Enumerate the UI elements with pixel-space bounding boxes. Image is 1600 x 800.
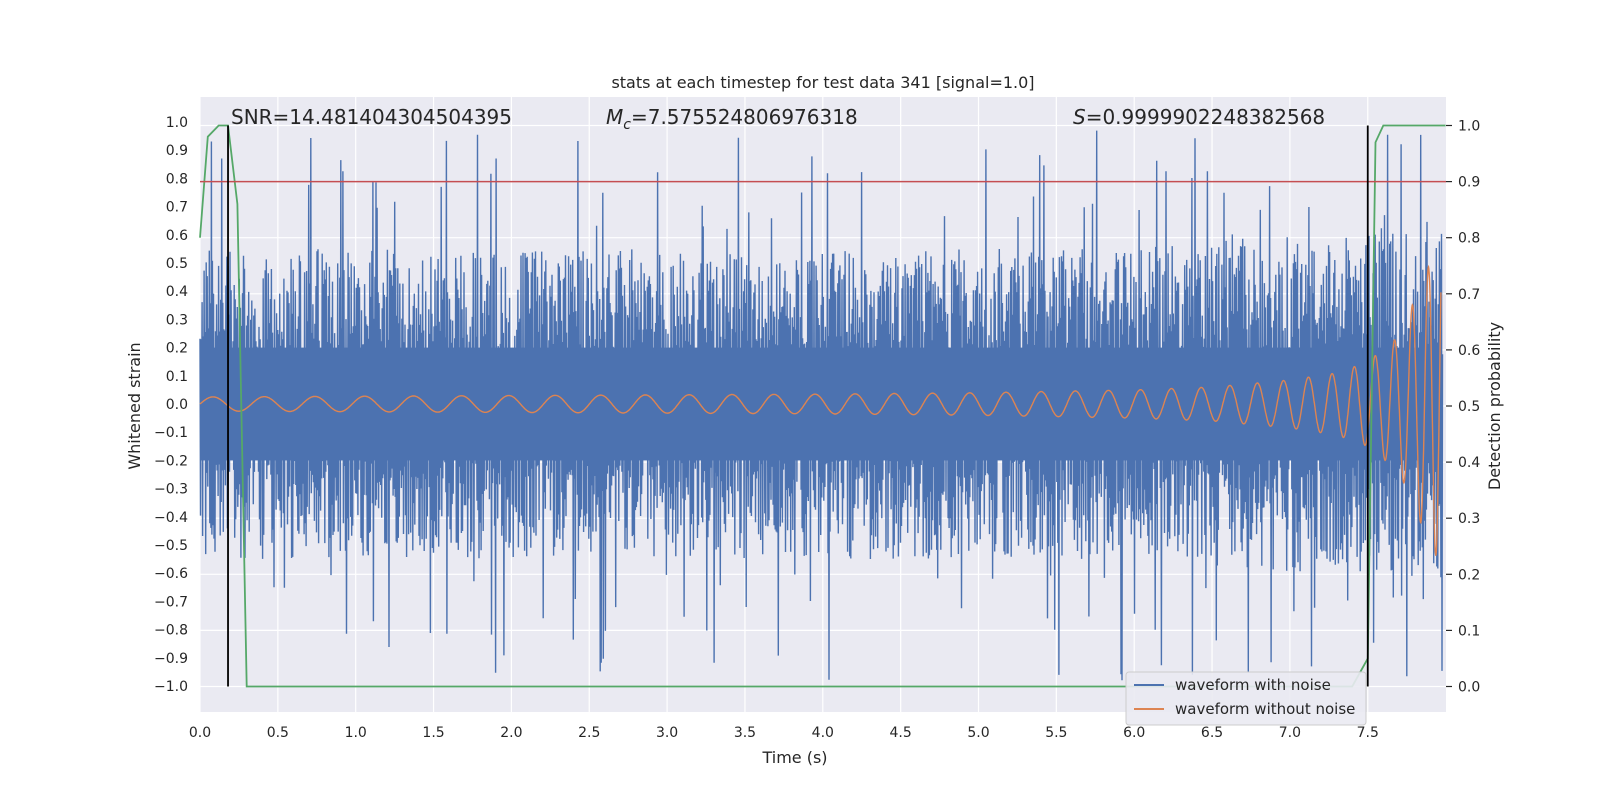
y2-tick-label: 0.6 <box>1458 343 1480 359</box>
x-tick-label: 1.0 <box>345 725 367 741</box>
x-tick-label: 0.5 <box>267 725 289 741</box>
y-tick-label: 1.0 <box>166 115 188 131</box>
x-tick-label: 5.0 <box>967 725 989 741</box>
x-tick-label: 4.5 <box>890 725 912 741</box>
y2-tick-label: 0.2 <box>1458 567 1480 583</box>
series-waveform-without-noise <box>199 264 1442 557</box>
y-tick-label: 0.0 <box>166 397 188 413</box>
y-tick-label: 0.3 <box>166 312 188 328</box>
x-tick-label: 2.0 <box>500 725 522 741</box>
snr-annotation: SNR=14.481404304504395 <box>231 105 512 129</box>
y-tick-label: −0.8 <box>154 623 188 639</box>
y-tick-label: 0.9 <box>166 143 188 159</box>
y2-tick-label: 0.0 <box>1458 680 1480 696</box>
y-tick-label: 0.1 <box>166 369 188 385</box>
reference-lines <box>200 125 1446 687</box>
x-tick-label: 5.5 <box>1045 725 1067 741</box>
y-tick-label: −1.0 <box>154 679 188 695</box>
legend: waveform with noise waveform without noi… <box>1125 671 1367 726</box>
y-tick-label: −0.4 <box>154 510 188 526</box>
y2-tick-label: 0.9 <box>1458 175 1480 191</box>
x-tick-label: 0.0 <box>189 725 211 741</box>
x-tick-label: 6.0 <box>1123 725 1145 741</box>
y2-tick-label: 0.1 <box>1458 623 1480 639</box>
x-tick-label: 4.0 <box>812 725 834 741</box>
line-waveform-without-noise <box>199 264 1442 557</box>
x-tick-label: 2.5 <box>578 725 600 741</box>
y2-tick-label: 1.0 <box>1458 119 1480 135</box>
series-waveform-with-noise <box>199 130 1444 681</box>
x-tick-label: 7.5 <box>1357 725 1379 741</box>
y-tick-label: −0.3 <box>154 482 188 498</box>
y-tick-label: 0.4 <box>166 284 188 300</box>
legend-label-with-noise: waveform with noise <box>1175 676 1331 694</box>
y2-tick-label: 0.8 <box>1458 231 1480 247</box>
y-tick-label: 0.5 <box>166 256 188 272</box>
y2-tick-label: 0.5 <box>1458 399 1480 415</box>
x-tick-label: 6.5 <box>1201 725 1223 741</box>
x-tick-label: 1.5 <box>422 725 444 741</box>
y-tick-label: −0.9 <box>154 651 188 667</box>
y-tick-label: −0.7 <box>154 594 188 610</box>
legend-box <box>1125 671 1367 726</box>
y-axis-title: Whitened strain <box>125 342 144 469</box>
y-tick-label: −0.1 <box>154 425 188 441</box>
x-axis-title: Time (s) <box>761 748 827 767</box>
y2-axis-title: Detection probability <box>1485 322 1504 490</box>
y2-tick-label: 0.3 <box>1458 511 1480 527</box>
y-axis-left: 1.0 0.9 0.8 0.7 0.6 0.5 0.4 0.3 0.2 0.1 0.0 −0.1 −0.… <box>154 115 188 695</box>
score-annotation: S=0.9999902248382568 <box>1073 105 1325 129</box>
line-detection-probability <box>199 124 1446 688</box>
y-axis-right: 1.0 0.9 0.8 0.7 0.6 0.5 0.4 0.3 0.2 0.1 0.0 <box>1446 119 1480 696</box>
x-axis: 0.0 0.5 1.0 1.5 2.0 2.5 3.0 3.5 4.0 4.5 5.0 5.5 6.0 6… <box>189 725 1379 741</box>
x-tick-label: 3.5 <box>734 725 756 741</box>
y-tick-label: 0.6 <box>166 228 188 244</box>
y2-tick-label: 0.4 <box>1458 455 1480 471</box>
y2-tick-label: 0.7 <box>1458 287 1480 303</box>
noise-core-band <box>200 347 1438 461</box>
series-detection-probability <box>199 124 1446 688</box>
x-tick-label: 3.0 <box>656 725 678 741</box>
y-tick-label: −0.6 <box>154 566 188 582</box>
y-tick-label: −0.5 <box>154 538 188 554</box>
chirp-mass-annotation: Mc=7.575524806976318 <box>606 105 858 133</box>
chart-title: stats at each timestep for test data 341… <box>611 73 1034 92</box>
x-tick-label: 7.0 <box>1279 725 1301 741</box>
legend-label-without-noise: waveform without noise <box>1175 700 1355 718</box>
y-tick-label: 0.8 <box>166 171 188 187</box>
y-tick-label: 0.2 <box>166 341 188 357</box>
y-tick-label: −0.2 <box>154 453 188 469</box>
y-tick-label: 0.7 <box>166 200 188 216</box>
